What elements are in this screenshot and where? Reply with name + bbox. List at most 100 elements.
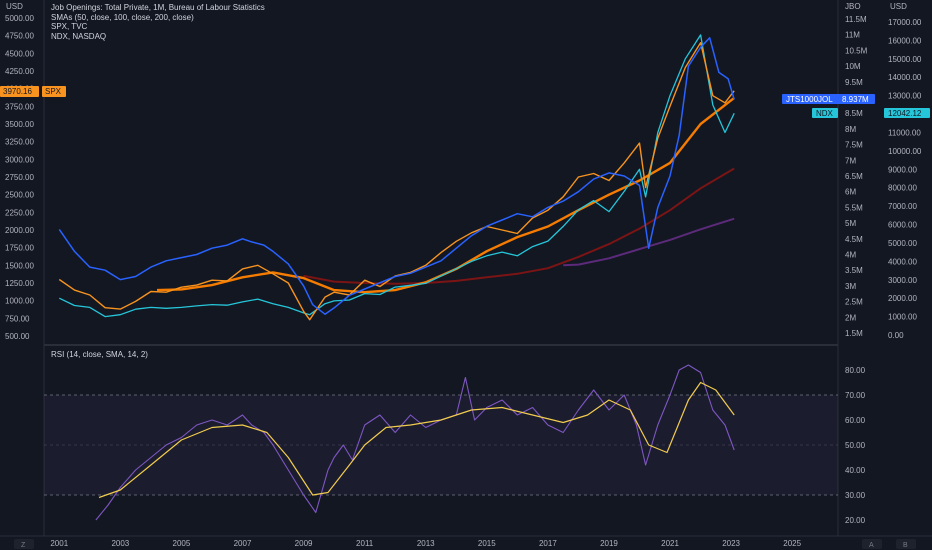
rsi-tick-label: 50.00: [845, 441, 866, 450]
left-tick-label: 1250.00: [5, 279, 34, 288]
spx-price-value: 3970.16: [3, 87, 32, 96]
rsi-ma-line[interactable]: [98, 381, 735, 499]
left-tick-label: 2750.00: [5, 173, 34, 182]
left-tick-label: 2250.00: [5, 208, 34, 217]
left-tick-label: 1500.00: [5, 261, 34, 270]
right-unit-label: USD: [890, 2, 907, 11]
time-axis[interactable]: 2001 2003 2005 2007 2009 2011 2013 2015 2017 2019…: [50, 539, 801, 548]
rsi-line[interactable]: [95, 364, 735, 521]
right-tick-label: 1000.00: [888, 313, 917, 322]
left-tick-label: 4750.00: [5, 32, 34, 41]
left-tick-label: 1750.00: [5, 244, 34, 253]
rsi-series-group: [95, 364, 735, 521]
left-axis[interactable]: 5000.004750.004500.004250.004000.003750.…: [5, 14, 34, 341]
left-tick-label: 2000.00: [5, 226, 34, 235]
ndx-badge-value: 12042.12: [888, 109, 922, 118]
left-tick-label: 5000.00: [5, 14, 34, 23]
jolts-line[interactable]: [58, 37, 735, 315]
right-tick-label: 9000.00: [888, 165, 917, 174]
jbo-tick-label: 4.5M: [845, 235, 863, 244]
chart-legend: Job Openings: Total Private, 1M, Bureau …: [51, 3, 265, 41]
jbo-tick-label: 9.5M: [845, 78, 863, 87]
x-tick-label: 2015: [478, 539, 496, 548]
rsi-tick-label: 30.00: [845, 491, 866, 500]
right-tick-label: 15000.00: [888, 55, 922, 64]
x-tick-label: 2003: [111, 539, 129, 548]
jbo-tick-label: 3.5M: [845, 266, 863, 275]
sma200-line[interactable]: [563, 217, 735, 267]
rsi-tick-label: 70.00: [845, 391, 866, 400]
x-tick-label: 2025: [783, 539, 801, 548]
jbo-tick-label: 6.5M: [845, 172, 863, 181]
x-tick-label: 2007: [234, 539, 252, 548]
sma100-line[interactable]: [303, 167, 735, 285]
legend-main-title[interactable]: Job Openings: Total Private, 1M, Bureau …: [51, 3, 265, 12]
rsi-tick-label: 40.00: [845, 466, 866, 475]
right-tick-label: 3000.00: [888, 276, 917, 285]
right-tick-label: 4000.00: [888, 257, 917, 266]
jbo-tick-label: 2M: [845, 313, 856, 322]
jolts-badge-label: JTS1000JOL: [786, 95, 833, 104]
spx-price-badge: 3970.16 SPX: [0, 86, 66, 97]
x-tick-label: 2019: [600, 539, 618, 548]
jbo-tick-label: 3M: [845, 282, 856, 291]
left-tick-label: 1000.00: [5, 297, 34, 306]
jbo-tick-label: 4M: [845, 251, 856, 260]
legend-spx[interactable]: SPX, TVC: [51, 22, 88, 31]
legend-ndx[interactable]: NDX, NASDAQ: [51, 31, 107, 41]
left-tick-label: 500.00: [5, 332, 30, 341]
x-tick-label: 2009: [295, 539, 313, 548]
svg-text:Z: Z: [21, 542, 26, 549]
ndx-badge-label: NDX: [816, 109, 834, 118]
jbo-axis[interactable]: 11.5M11M10.5M10M9.5M9M8.5M8M7.5M7M6.5M6M…: [845, 15, 868, 338]
log-scale-button[interactable]: B: [896, 539, 916, 549]
x-tick-label: 2001: [50, 539, 68, 548]
left-tick-label: 3750.00: [5, 102, 34, 111]
jbo-unit-label: JBO: [845, 2, 861, 11]
right-tick-label: 7000.00: [888, 202, 917, 211]
left-tick-label: 750.00: [5, 314, 30, 323]
right-tick-label: 11000.00: [888, 128, 921, 137]
legend-smas[interactable]: SMAs (50, close, 100, close, 200, close): [51, 12, 194, 22]
rsi-tick-label: 60.00: [845, 416, 866, 425]
rsi-legend[interactable]: RSI (14, close, SMA, 14, 2): [51, 350, 148, 359]
jolts-value-badge: JTS1000JOL 8.937M: [782, 94, 875, 104]
left-tick-label: 4500.00: [5, 49, 34, 58]
x-tick-label: 2023: [722, 539, 740, 548]
jbo-tick-label: 11M: [845, 31, 860, 40]
ndx-value-badge: NDX 12042.12: [812, 108, 930, 118]
jbo-tick-label: 5M: [845, 219, 856, 228]
right-tick-label: 0.00: [888, 331, 904, 340]
right-tick-label: 17000.00: [888, 18, 922, 27]
jbo-tick-label: 7M: [845, 156, 856, 165]
ndx-line[interactable]: [59, 34, 735, 318]
right-tick-label: 6000.00: [888, 221, 917, 230]
right-axis[interactable]: 17000.00 16000.00 15000.00 14000.00 13000.00…: [888, 18, 922, 340]
right-tick-label: 13000.00: [888, 92, 922, 101]
jbo-tick-label: 5.5M: [845, 203, 863, 212]
right-tick-label: 2000.00: [888, 294, 917, 303]
jbo-tick-label: 6M: [845, 188, 856, 197]
jbo-tick-label: 10.5M: [845, 46, 868, 55]
zoom-button[interactable]: Z: [14, 539, 34, 549]
svg-text:B: B: [903, 542, 908, 549]
rsi-tick-label: 80.00: [845, 366, 866, 375]
x-tick-label: 2011: [356, 539, 374, 548]
left-tick-label: 2500.00: [5, 191, 34, 200]
jbo-tick-label: 8.5M: [845, 109, 863, 118]
right-tick-label: 16000.00: [888, 36, 922, 45]
left-tick-label: 3500.00: [5, 120, 34, 129]
jolts-badge-value: 8.937M: [842, 95, 869, 104]
left-tick-label: 4250.00: [5, 67, 34, 76]
rsi-axis[interactable]: 80.00 70.00 60.00 50.00 40.00 30.00 20.00: [845, 366, 866, 525]
left-unit-label: USD: [6, 2, 23, 11]
left-tick-label: 3000.00: [5, 155, 34, 164]
x-tick-label: 2005: [173, 539, 191, 548]
jbo-tick-label: 1.5M: [845, 329, 863, 338]
right-tick-label: 14000.00: [888, 73, 922, 82]
right-tick-label: 5000.00: [888, 239, 917, 248]
jbo-tick-label: 8M: [845, 125, 856, 134]
auto-scale-button[interactable]: A: [862, 539, 882, 549]
